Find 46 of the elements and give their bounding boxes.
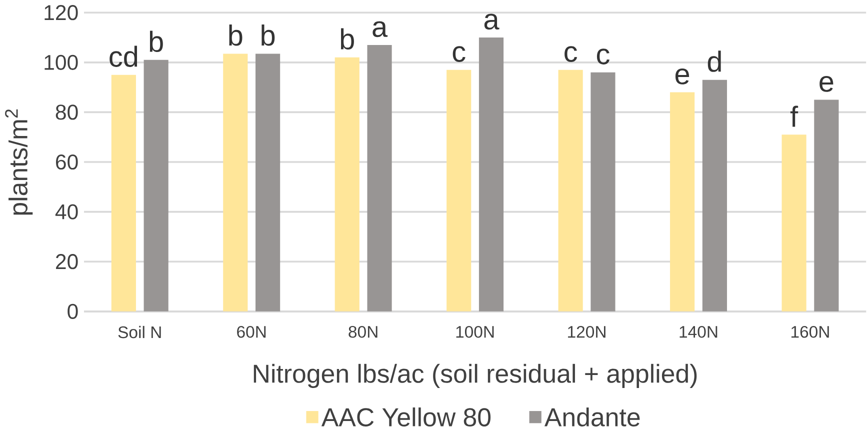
annotation: c [564, 46, 578, 62]
y-tick-label: 0 [68, 304, 78, 320]
bar [144, 60, 168, 312]
annotation: cd [110, 46, 138, 68]
bar [256, 54, 280, 312]
annotation: b [262, 24, 275, 46]
x-tick-label: 160N [791, 326, 829, 338]
annotation: a [484, 14, 500, 30]
y-axis-title: plants/m$^{2}$ [5, 110, 33, 215]
bar [670, 92, 695, 312]
y-tick-label: 80 [56, 104, 78, 120]
x-tick-label: 80N [348, 326, 378, 338]
bar [558, 70, 583, 312]
x-axis-title: Nitrogen lbs/ac (soil residual + applied) [254, 364, 697, 388]
bar [446, 70, 472, 312]
annotation: e [820, 76, 834, 92]
y-tick-label: 40 [55, 204, 78, 220]
bar [334, 58, 360, 312]
bar [478, 38, 504, 312]
annotation: b [150, 30, 163, 52]
bar [702, 80, 727, 312]
annotation: e [675, 68, 690, 85]
x-tick-label: Soil N [118, 326, 161, 338]
y-tick-label: 120 [44, 5, 78, 20]
bar [814, 100, 839, 312]
bar [111, 75, 136, 312]
y-tick-label: 60 [56, 154, 78, 170]
x-tick-label: 60N [237, 326, 266, 338]
bar [782, 134, 806, 312]
bar [590, 72, 616, 312]
y-tick-label: 20 [56, 254, 78, 270]
x-tick-label: 140N [680, 326, 718, 338]
annotation: a [372, 21, 388, 38]
x-tick-label: 100N [456, 326, 494, 338]
annotation: b [340, 28, 354, 50]
legend-label: Andante [544, 408, 640, 427]
legend-label: AAC Yellow 80 [321, 408, 491, 427]
annotation: b [229, 24, 242, 46]
bar [367, 45, 392, 312]
bar [223, 54, 248, 312]
y-tick-label: 100 [44, 55, 78, 70]
x-tick-label: 120N [568, 326, 606, 338]
annotation: c [596, 48, 610, 65]
annotation: c [452, 46, 466, 62]
annotation: d [708, 50, 721, 72]
annotation: f [790, 106, 798, 127]
